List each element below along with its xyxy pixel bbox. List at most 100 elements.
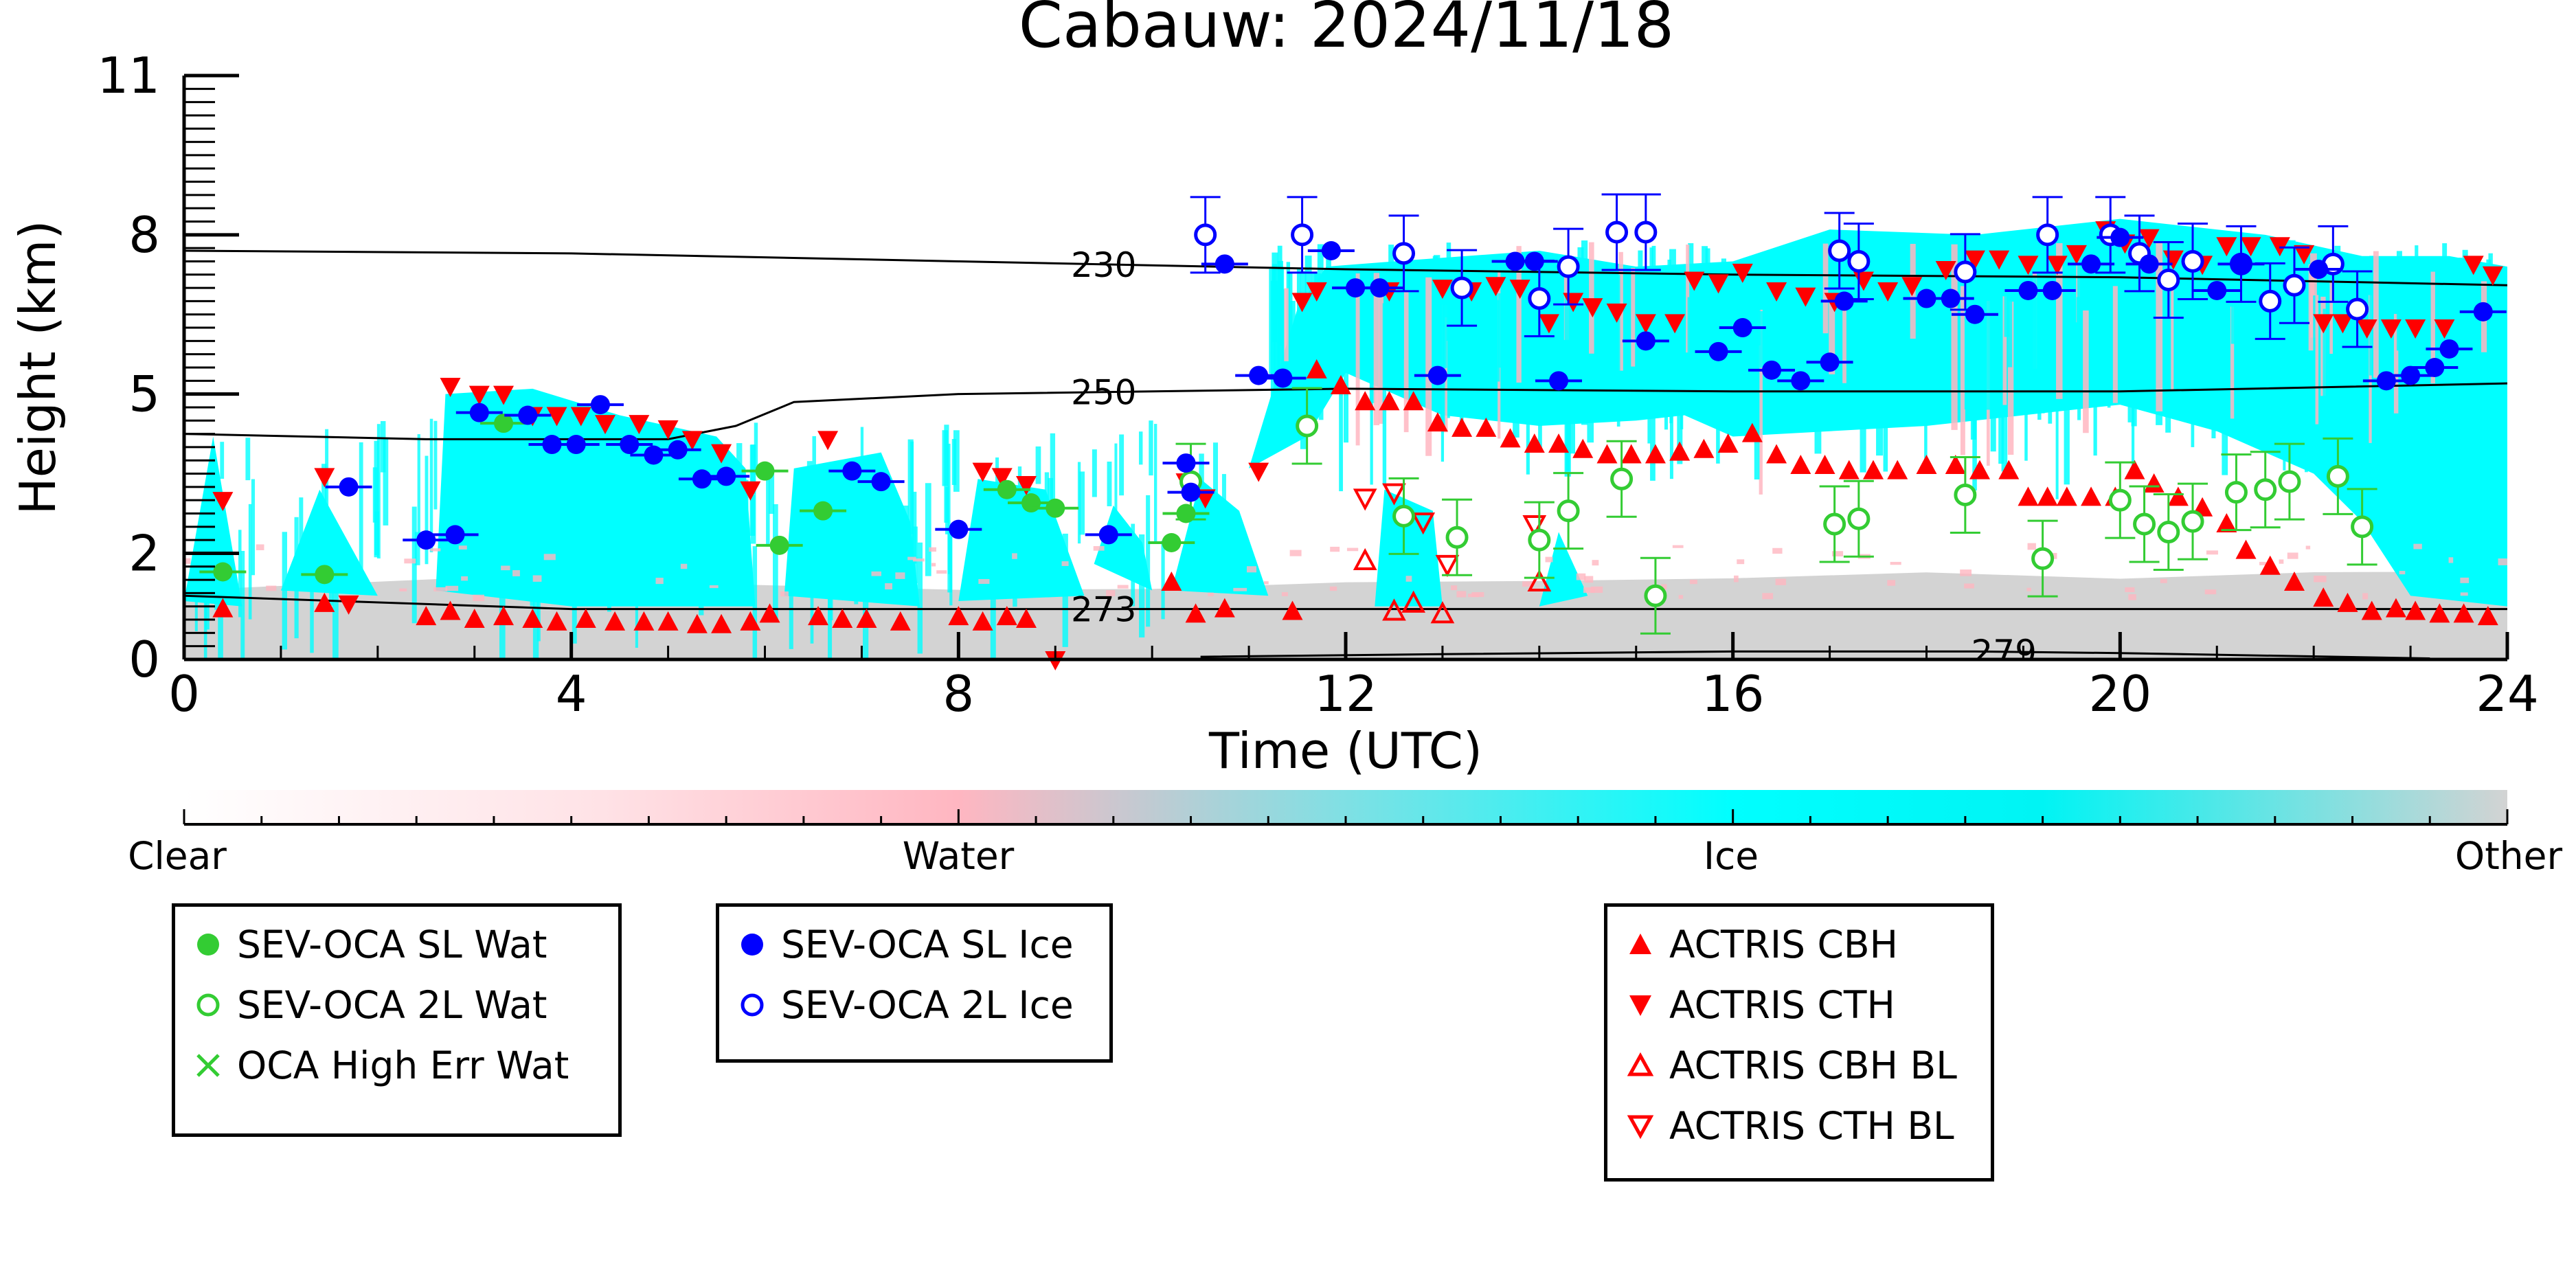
data-point [668,440,688,460]
fall-streak [1114,443,1118,572]
fall-streak [1847,251,1854,405]
fall-streak [1281,289,1285,420]
data-point [1838,460,1860,479]
data-point [1762,360,1782,380]
colorbar-label-other: Other [2455,834,2563,878]
data-point [1427,412,1448,432]
fall-streak [910,441,914,549]
water-fleck [404,558,416,564]
water-fleck [1106,590,1116,596]
fall-streak [532,550,539,659]
legend-label: SEV-OCA SL Ice [781,923,1074,967]
data-point [338,595,359,615]
fall-streak [1587,282,1594,443]
fall-streak [1787,254,1792,363]
x-tick-label: 16 [1702,665,1765,723]
data-point [1355,391,1376,411]
data-point [1572,438,1594,458]
x-tick-label: 24 [2476,665,2539,723]
fall-streak [1028,522,1034,570]
fall-streak [731,460,736,607]
data-point [972,462,993,482]
green-x-icon [196,1054,220,1077]
fall-streak [1550,293,1555,383]
legend-water: SEV-OCA SL Wat SEV-OCA 2L Wat OCA High E… [172,903,622,1137]
fall-streak [1817,263,1824,357]
data-point [996,606,1017,626]
fall-streak [1842,305,1846,383]
data-point [769,535,789,555]
water-fleck [1456,591,1467,598]
data-point [440,600,461,620]
fall-streak [433,420,438,510]
data-point [2139,254,2159,274]
fall-streak [718,500,725,568]
data-point [1194,223,1217,247]
data-point [1766,282,1787,302]
green-filled-circle-icon [197,934,219,956]
water-fleck [895,572,905,579]
fall-streak [1459,313,1464,435]
legend-label: OCA High Err Wat [237,1043,569,1087]
fall-streak [383,437,389,526]
data-point [1379,391,1400,411]
data-point [1862,460,1884,479]
data-point [1214,598,1235,618]
data-point [1015,476,1037,495]
fall-streak [536,543,541,642]
data-point [1524,433,1545,453]
fall-streak [1796,245,1803,352]
fall-streak [425,455,429,565]
fall-streak [863,549,869,659]
fall-streak [2222,297,2228,475]
fall-streak [576,501,581,600]
data-point [1015,609,1037,629]
x-tick-label: 12 [1314,665,1377,723]
fall-streak [1139,534,1145,637]
data-point [315,565,335,585]
data-point [1321,241,1341,260]
fall-streak [2027,252,2035,406]
fall-streak [1951,244,1958,430]
fall-streak [2165,280,2171,433]
fall-streak [2131,282,2137,427]
water-fleck [1734,575,1739,583]
data-point [1021,493,1041,513]
fall-streak [2424,314,2431,404]
water-fleck [2460,592,2468,596]
data-point [1945,454,1966,474]
data-point [493,385,515,405]
fall-streak [1577,247,1584,325]
fall-streak [2373,251,2379,378]
fall-streak [1968,272,1973,333]
data-point [1969,460,1991,479]
fall-streak [925,483,931,576]
data-point [1557,499,1580,523]
data-point [1557,255,1580,278]
fall-streak [1809,287,1814,363]
data-point [1732,318,1752,338]
fall-streak [1705,248,1710,303]
data-point [633,611,655,631]
fall-streak [512,461,519,540]
data-point [1610,467,1634,490]
data-point [440,378,461,398]
colorbar-label-clear: Clear [128,834,227,878]
fall-streak [2275,249,2281,407]
fall-streak [1759,309,1763,495]
fall-streak [321,464,327,536]
water-fleck [1775,578,1787,585]
water-fleck [1960,569,1972,576]
data-point [832,609,853,629]
fall-streak [949,536,953,606]
fall-streak [649,536,655,599]
fall-streak [2215,294,2219,431]
fall-streak [2127,280,2132,422]
water-fleck [680,563,688,569]
fall-streak [2048,282,2053,424]
fall-streak [1044,472,1050,531]
water-fleck [433,587,448,591]
data-point [212,598,234,618]
data-point [657,611,679,631]
fall-streak [2364,311,2369,493]
